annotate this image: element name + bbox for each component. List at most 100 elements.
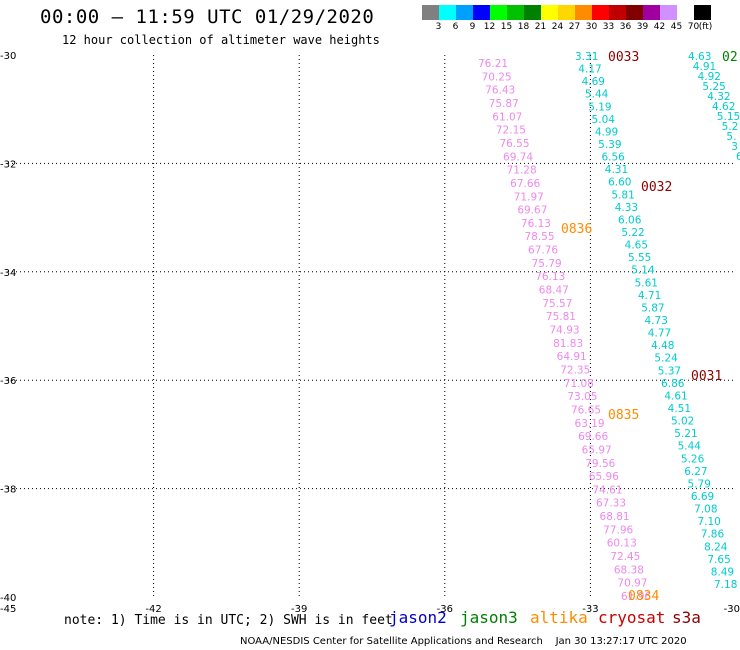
wave-height-value: 4.69 [582, 76, 605, 88]
cyan-track-a: 3.314.174.695.445.195.044.995.396.564.31… [575, 51, 737, 591]
legend-label: 36 [619, 22, 632, 32]
wave-height-value: 72.15 [496, 125, 526, 137]
wave-height-value: 71.08 [564, 378, 594, 390]
wave-height-value: 7.08 [694, 504, 717, 516]
wave-height-value: 70.97 [617, 578, 647, 590]
legend-swatch [507, 5, 524, 20]
wave-height-value: 4.33 [615, 202, 638, 214]
wave-height-value: 5.15 [717, 111, 740, 123]
wave-height-value: 69.74 [503, 151, 533, 163]
legend-swatch [439, 5, 456, 20]
wave-height-value: 5.25 [702, 81, 725, 93]
footer-credit: NOAA/NESDIS Center for Satellite Applica… [240, 636, 543, 647]
wave-height-value: 74.61 [592, 484, 622, 496]
wave-height-value: 6.60 [608, 177, 631, 189]
wave-height-value: 76.55 [499, 138, 529, 150]
wave-height-value: 6.69 [691, 491, 714, 503]
wave-height-value: 69.66 [578, 431, 608, 443]
lat-label: -38 [0, 485, 16, 496]
wave-height-value: 61.07 [492, 111, 522, 123]
wave-height-value: 4.91 [693, 61, 716, 73]
wave-height-value: 4.92 [698, 71, 721, 83]
wave-height-value: 6.27 [684, 466, 707, 478]
lat-label: -34 [0, 268, 16, 279]
wave-height-value: 4.62 [712, 101, 735, 113]
wave-height-value: 8.24 [704, 541, 728, 553]
wave-height-value: 6.56 [601, 152, 625, 164]
legend-label: 27 [568, 22, 581, 32]
wave-height-value: 69.67 [517, 205, 547, 217]
wave-height-value: 4.99 [595, 126, 618, 138]
wave-height-value: 5.04 [592, 114, 616, 126]
color-legend [422, 5, 711, 20]
wave-height-value: 5.21 [674, 428, 697, 440]
wave-height-value: 5.61 [635, 277, 658, 289]
lat-label: -40 [0, 593, 16, 604]
wave-height-value: 4.63 [688, 51, 711, 63]
legend-label: 70 [687, 22, 700, 32]
wave-height-value: 6.06 [618, 214, 642, 226]
pass-time-label: 0032 [641, 180, 672, 195]
wave-height-value: 4.48 [651, 340, 674, 352]
wave-height-value: 4.61 [664, 390, 687, 402]
wave-height-value: 75.57 [542, 298, 572, 310]
wave-height-value: 68.38 [614, 564, 644, 576]
pass-time-label: 0835 [608, 408, 639, 423]
wave-height-value: 4.77 [648, 328, 671, 340]
wave-height-value: 63.19 [575, 418, 605, 430]
wave-height-value: 4.71 [638, 290, 661, 302]
legend-label: 39 [636, 22, 649, 32]
map-grid [8, 55, 736, 597]
lon-label: -42 [145, 604, 161, 615]
legend-label: 18 [517, 22, 530, 32]
wave-height-value: 79.56 [585, 458, 615, 470]
footer-time: Jan 30 13:27:17 UTC 2020 [555, 636, 687, 647]
wave-height-value: 64.91 [557, 351, 587, 363]
wave-height-value: 68.81 [600, 511, 630, 523]
time-labels: 0033 02 0032 0836 0031 0835 0834 [561, 50, 738, 604]
pass-time-label: 0834 [628, 589, 659, 604]
lon-label: -45 [0, 604, 16, 615]
legend-unit: (ft) [698, 22, 713, 32]
lat-label: -32 [0, 159, 16, 170]
wave-height-value: 5.24 [654, 353, 678, 365]
legend-label: 6 [452, 22, 459, 32]
wave-height-value: 67.33 [596, 498, 626, 510]
wave-height-value: 76.13 [521, 218, 551, 230]
satellite-name: altika [530, 608, 588, 627]
legend-swatch [609, 5, 626, 20]
wave-height-value: 72.45 [610, 551, 640, 563]
wave-height-value: 6 [736, 151, 740, 163]
wave-height-value: 5.55 [628, 252, 651, 264]
satellite-name: jason2 [389, 608, 447, 627]
map-title: 00:00 – 11:59 UTC 01/29/2020 [40, 6, 375, 28]
wave-height-value: 81.83 [553, 338, 583, 350]
wave-height-value: 4.31 [605, 164, 628, 176]
pass-time-label: 0836 [561, 222, 592, 237]
wave-height-value: 76.65 [571, 404, 601, 416]
legend-label: 9 [469, 22, 476, 32]
lat-label: -36 [0, 376, 16, 387]
wave-height-value: 4.73 [645, 315, 668, 327]
wave-height-value: 75.81 [546, 311, 576, 323]
wave-height-value: 70.25 [482, 71, 512, 83]
legend-swatch [626, 5, 643, 20]
lon-label: -33 [582, 604, 598, 615]
wave-height-value: 74.93 [550, 325, 580, 337]
satellite-name: s3a [672, 608, 701, 627]
wave-height-value: 75.87 [489, 98, 519, 110]
wave-height-value: 76.21 [478, 58, 508, 70]
satellite-name: jason3 [460, 608, 518, 627]
legend-label: 45 [670, 22, 683, 32]
wave-height-value: 60.13 [607, 538, 637, 550]
legend-swatch [677, 5, 694, 20]
legend-swatch [643, 5, 660, 20]
wave-height-value: 73.05 [567, 391, 597, 403]
wave-height-value: 5.79 [688, 478, 711, 490]
legend-label: 3 [435, 22, 442, 32]
axis-labels: -30 -32 -34 -36 -38 -40-45 -42 -39 -36 -33 -30 [0, 51, 740, 615]
legend-swatch [490, 5, 507, 20]
wave-height-value: 5.81 [611, 189, 634, 201]
legend-label: 30 [585, 22, 598, 32]
